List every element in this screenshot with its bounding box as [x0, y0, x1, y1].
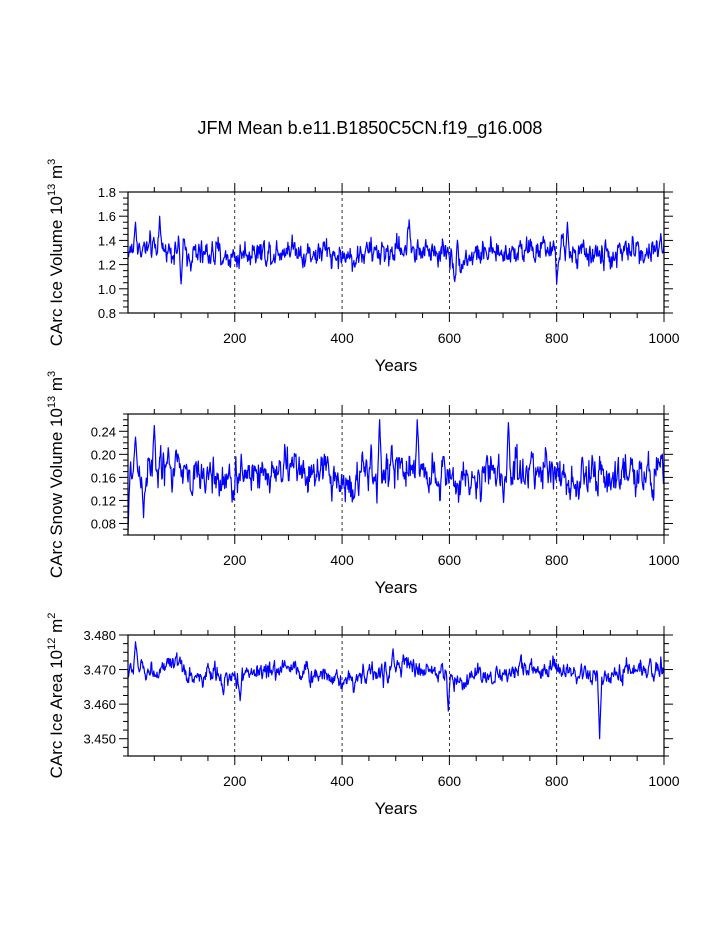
y-tick-label: 3.480: [83, 628, 116, 643]
chart-snow-volume: 200 400 600 800 1000 0.08 0.12 0.16 0.20 0.24 Year…: [46, 371, 680, 597]
x-tick-label: 200: [223, 552, 247, 568]
y-axis-title: CArc Ice Volume 1013 m3: [46, 159, 66, 347]
x-tick-label: 600: [438, 773, 462, 789]
y-tick-label: 0.24: [91, 424, 116, 439]
y-tick-label: 3.460: [83, 697, 116, 712]
y-tick-label: 0.12: [91, 493, 116, 508]
x-tick-label: 1000: [648, 773, 679, 789]
x-tick-label: 1000: [648, 552, 679, 568]
chart-ice-area: 200 400 600 800 1000 3.450 3.460 3.470 3.480 Year…: [46, 613, 680, 818]
y-tick-label: 0.20: [91, 447, 116, 462]
y-tick-label: 1.2: [98, 258, 116, 273]
plot-frame: [127, 634, 665, 757]
x-tick-label: 800: [545, 330, 569, 346]
plot-frame: [127, 191, 665, 314]
x-tick-label: 400: [330, 330, 354, 346]
y-axis-title: CArc Ice Area 1012 m2: [46, 613, 66, 779]
x-axis-title: Years: [375, 578, 418, 597]
y-tick-label: 0.8: [98, 306, 116, 321]
x-tick-label: 800: [545, 773, 569, 789]
y-tick-label: 1.4: [98, 233, 116, 248]
x-tick-label: 600: [438, 330, 462, 346]
y-tick-label: 3.450: [83, 732, 116, 747]
series-line-ice-area: [127, 641, 665, 740]
x-axis-title: Years: [375, 799, 418, 818]
y-tick-label: 1.8: [98, 185, 116, 200]
x-tick-label: 400: [330, 552, 354, 568]
x-tick-label: 1000: [648, 330, 679, 346]
chart-ice-volume: 200 400 600 800 1000 0.8 1.0 1.2 1.4 1.6 1.8 Years C…: [46, 159, 680, 375]
x-axis-title: Years: [375, 356, 418, 375]
x-tick-label: 200: [223, 330, 247, 346]
y-tick-label: 1.0: [98, 282, 116, 297]
x-tick-label: 800: [545, 552, 569, 568]
y-tick-label: 0.08: [91, 516, 116, 531]
y-tick-label: 0.16: [91, 470, 116, 485]
series-line-snow-volume: [127, 419, 665, 533]
y-tick-label: 1.6: [98, 209, 116, 224]
series-line-ice-volume: [127, 215, 665, 285]
y-tick-label: 3.470: [83, 663, 116, 678]
figure-title: JFM Mean b.e11.B1850C5CN.f19_g16.008: [198, 118, 543, 139]
x-tick-label: 400: [330, 773, 354, 789]
x-tick-label: 600: [438, 552, 462, 568]
y-axis-title: CArc Snow Volume 1013 m3: [46, 371, 66, 578]
x-tick-label: 200: [223, 773, 247, 789]
